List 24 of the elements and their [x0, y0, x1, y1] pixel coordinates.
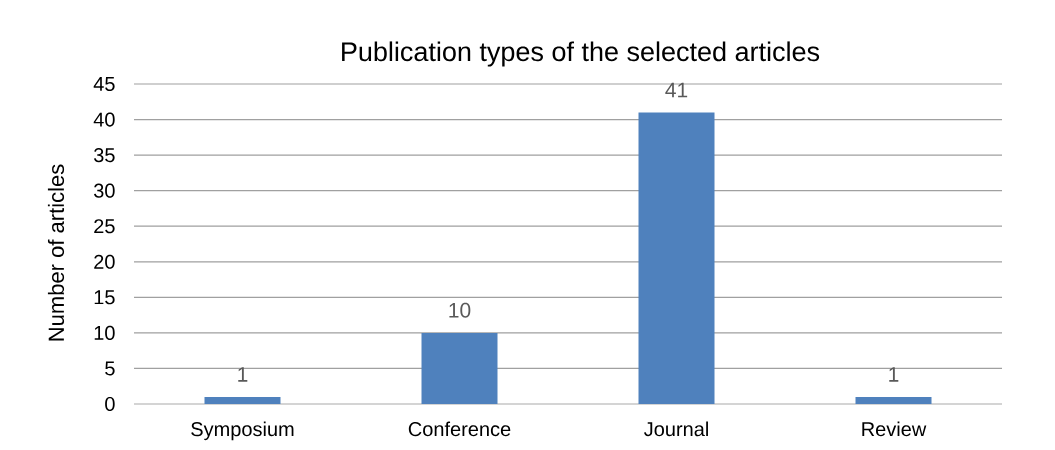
bar	[638, 112, 715, 404]
y-tick-label: 10	[94, 325, 115, 340]
y-tick-label: 25	[94, 219, 115, 234]
bar	[855, 396, 932, 404]
y-tick-label: 5	[105, 361, 115, 376]
y-tick-label: 0	[105, 396, 115, 412]
x-tick-label: Conference	[408, 421, 511, 437]
y-tick-label: 45	[93, 77, 115, 91]
chart-title: Publication types of the selected articles	[342, 41, 820, 67]
y-axis-title: Number of articles	[47, 164, 65, 341]
y-tick-label: 20	[94, 254, 115, 269]
bar	[204, 396, 281, 404]
x-tick-label: Symposium	[191, 421, 294, 441]
y-tick-label: 15	[94, 290, 115, 305]
y-tick-label: 35	[93, 148, 115, 163]
bar	[421, 332, 498, 404]
y-tick-label: 30	[93, 183, 115, 198]
x-tick-label: Journal	[644, 421, 708, 437]
data-label: 41	[665, 82, 688, 98]
data-label: 1	[238, 367, 248, 382]
data-label: 1	[889, 367, 899, 382]
y-tick-label: 40	[93, 112, 115, 127]
x-tick-label: Review	[862, 421, 927, 437]
data-label: 10	[449, 302, 471, 318]
